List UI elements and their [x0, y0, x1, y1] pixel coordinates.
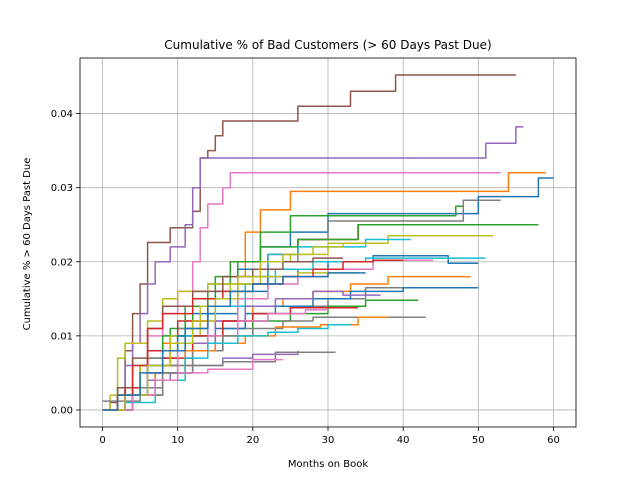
y-tick-label: 0.00: [51, 405, 73, 416]
series-group: [102, 74, 554, 411]
chart-title: Cumulative % of Bad Customers (> 60 Days…: [164, 38, 491, 52]
x-tick-label: 20: [246, 435, 259, 446]
y-tick-label: 0.03: [51, 183, 73, 194]
y-tick-label: 0.04: [51, 109, 73, 120]
series-line-30: [102, 259, 404, 411]
series-line-32: [102, 272, 366, 411]
y-axis-label: Cumulative % > 60 Days Past Due: [22, 158, 33, 331]
x-tick-label: 10: [171, 435, 184, 446]
x-tick-label: 50: [472, 435, 485, 446]
series-line-2: [102, 126, 524, 411]
y-tick-label: 0.02: [51, 257, 73, 268]
x-tick-label: 30: [322, 435, 335, 446]
x-axis-label: Months on Book: [288, 459, 368, 470]
x-tick-label: 40: [397, 435, 410, 446]
ticks: 0 10 20 30 40 50 60 0.00 0.01 0.02 0.03 0.04: [51, 109, 560, 446]
y-tick-label: 0.01: [51, 331, 73, 342]
x-tick-label: 60: [547, 435, 560, 446]
series-line-31: [102, 242, 374, 411]
x-tick-label: 0: [99, 435, 105, 446]
